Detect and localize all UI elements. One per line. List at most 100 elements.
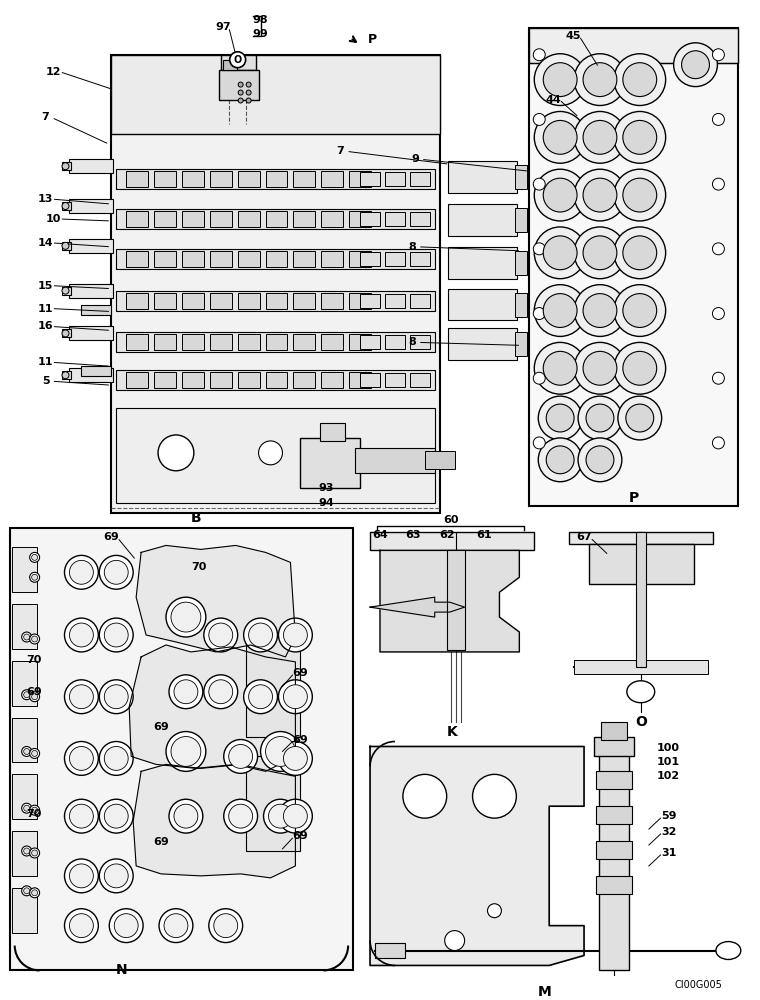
Bar (515, 293, 527, 317)
Bar (360, 373, 380, 387)
Circle shape (614, 342, 666, 394)
Circle shape (22, 690, 32, 700)
Text: 45: 45 (565, 31, 581, 41)
Text: 99: 99 (252, 29, 268, 39)
Circle shape (174, 680, 198, 704)
Bar (410, 294, 429, 308)
Text: 69: 69 (154, 722, 169, 732)
Bar (293, 211, 315, 227)
Text: 60: 60 (443, 515, 458, 525)
Text: 8: 8 (408, 242, 416, 252)
Circle shape (261, 732, 300, 771)
Bar (448, 328, 518, 360)
Circle shape (238, 82, 243, 87)
Circle shape (166, 597, 206, 637)
Bar (265, 372, 287, 388)
Circle shape (618, 396, 662, 440)
Bar (300, 438, 360, 488)
Text: 44: 44 (546, 95, 561, 105)
Bar (265, 334, 287, 350)
Circle shape (238, 90, 243, 95)
Bar (111, 55, 440, 513)
Text: 12: 12 (46, 67, 62, 77)
Circle shape (214, 914, 238, 938)
Bar (636, 532, 646, 667)
Circle shape (538, 396, 582, 440)
Text: 15: 15 (38, 281, 53, 291)
Bar (293, 372, 315, 388)
Bar (238, 334, 260, 350)
Bar (360, 252, 380, 266)
Circle shape (22, 632, 32, 642)
Circle shape (623, 63, 657, 97)
Text: 100: 100 (657, 743, 680, 753)
Bar (601, 722, 627, 740)
Bar (321, 372, 344, 388)
Bar (69, 368, 113, 382)
Bar (81, 305, 111, 315)
Text: 98: 98 (253, 15, 268, 25)
Bar (210, 171, 232, 187)
Circle shape (283, 804, 307, 828)
Circle shape (238, 98, 243, 103)
Bar (69, 326, 113, 340)
Bar (69, 199, 113, 213)
Bar (385, 294, 405, 308)
Circle shape (30, 572, 40, 582)
Text: 70: 70 (26, 655, 41, 665)
Circle shape (32, 694, 37, 700)
Bar (589, 544, 694, 584)
Circle shape (158, 435, 194, 471)
Bar (448, 289, 518, 320)
Circle shape (65, 859, 98, 893)
Bar (126, 293, 148, 309)
Circle shape (264, 799, 297, 833)
Circle shape (246, 90, 251, 95)
Circle shape (534, 308, 545, 319)
Text: 7: 7 (337, 146, 344, 156)
Circle shape (578, 438, 622, 482)
Circle shape (614, 285, 666, 336)
Circle shape (22, 803, 32, 813)
Bar (116, 209, 435, 229)
Circle shape (24, 692, 30, 698)
Text: 70: 70 (192, 562, 207, 572)
Bar (116, 249, 435, 269)
Circle shape (24, 748, 30, 754)
Bar (320, 423, 345, 441)
Bar (81, 366, 111, 376)
Circle shape (712, 437, 724, 449)
Circle shape (623, 294, 657, 327)
Circle shape (62, 203, 69, 210)
Polygon shape (129, 645, 296, 771)
Bar (11, 604, 36, 649)
Circle shape (32, 636, 37, 642)
Bar (349, 334, 371, 350)
Bar (569, 532, 714, 544)
Circle shape (104, 746, 128, 770)
Circle shape (543, 120, 577, 154)
Circle shape (538, 438, 582, 482)
Circle shape (100, 742, 133, 775)
Bar (69, 159, 113, 173)
Circle shape (166, 732, 206, 771)
Bar (355, 448, 435, 473)
Bar (265, 293, 287, 309)
Bar (182, 372, 204, 388)
Circle shape (712, 372, 724, 384)
Circle shape (30, 805, 40, 815)
Circle shape (32, 890, 37, 896)
Bar (385, 212, 405, 226)
Text: M: M (537, 985, 551, 999)
Text: 69: 69 (293, 668, 309, 678)
Text: K: K (446, 725, 457, 739)
Circle shape (62, 330, 69, 337)
Circle shape (32, 750, 37, 756)
Bar (62, 242, 71, 250)
Text: 69: 69 (154, 837, 169, 847)
Circle shape (104, 560, 128, 584)
Circle shape (204, 675, 238, 709)
Circle shape (583, 351, 617, 385)
Bar (238, 211, 260, 227)
Circle shape (546, 446, 574, 474)
